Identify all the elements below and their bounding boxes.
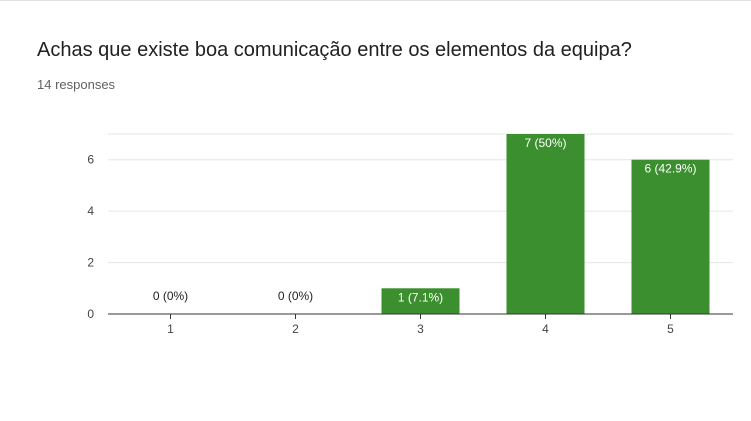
data-label: 7 (50%) [524, 136, 566, 150]
x-tick-label: 4 [542, 322, 549, 336]
bar [507, 134, 585, 314]
x-tick-label: 3 [417, 322, 424, 336]
bar [632, 160, 710, 314]
data-label: 0 (0%) [278, 289, 313, 303]
y-tick-label: 4 [87, 204, 94, 218]
y-tick-label: 2 [87, 256, 94, 270]
data-label: 0 (0%) [153, 289, 188, 303]
data-label: 6 (42.9%) [644, 162, 696, 176]
x-tick-label: 2 [292, 322, 299, 336]
data-label: 1 (7.1%) [398, 290, 443, 304]
x-tick-label: 1 [167, 322, 174, 336]
y-tick-label: 0 [87, 307, 94, 321]
x-tick-label: 5 [667, 322, 674, 336]
y-tick-label: 6 [87, 153, 94, 167]
